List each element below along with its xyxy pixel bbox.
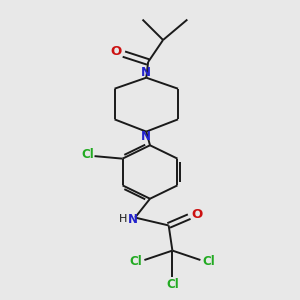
Text: H: H: [119, 214, 127, 224]
Text: N: N: [141, 66, 151, 79]
Text: Cl: Cl: [130, 255, 142, 268]
Text: Cl: Cl: [166, 278, 179, 291]
Text: Cl: Cl: [202, 255, 215, 268]
Text: N: N: [128, 213, 138, 226]
Text: N: N: [141, 130, 151, 143]
Text: Cl: Cl: [81, 148, 94, 161]
Text: O: O: [192, 208, 203, 220]
Text: O: O: [110, 45, 121, 58]
